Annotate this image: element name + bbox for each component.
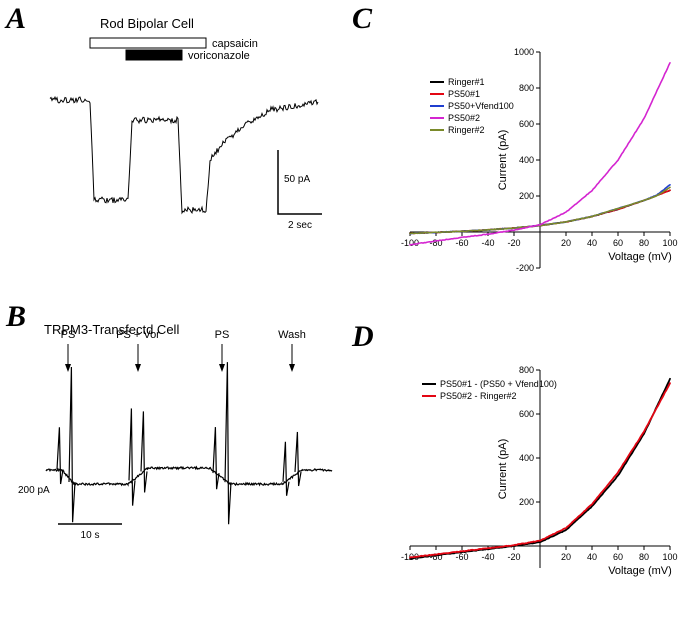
svg-text:20: 20 — [561, 552, 571, 562]
svg-text:PS: PS — [61, 329, 76, 341]
svg-text:60: 60 — [613, 238, 623, 248]
panel-b-svg: PS PS + Vor PS Wash 200 pA 10 s — [10, 300, 350, 600]
svg-text:-20: -20 — [507, 552, 520, 562]
panel-a-svg: capsaicinvoriconazole 50 pA 2 sec — [10, 0, 340, 240]
svg-text:PS50+Vfend100: PS50+Vfend100 — [448, 101, 514, 111]
svg-text:80: 80 — [639, 238, 649, 248]
svg-text:-40: -40 — [481, 552, 494, 562]
svg-text:60: 60 — [613, 552, 623, 562]
svg-text:PS50#2 - Ringer#2: PS50#2 - Ringer#2 — [440, 391, 517, 401]
svg-text:PS50#1 - (PS50 + Vfend100): PS50#1 - (PS50 + Vfend100) — [440, 379, 557, 389]
svg-text:voriconazole: voriconazole — [188, 50, 250, 62]
svg-text:100: 100 — [662, 552, 677, 562]
svg-text:Current (pA): Current (pA) — [497, 439, 509, 500]
svg-text:capsaicin: capsaicin — [212, 38, 258, 50]
svg-text:Wash: Wash — [278, 329, 306, 341]
panel-c-svg: -100 -80 -60 -40 -20 20 40 60 80 100 -200 200 400 600… — [360, 6, 690, 306]
svg-text:-20: -20 — [507, 238, 520, 248]
svg-text:200 pA: 200 pA — [18, 485, 50, 496]
figure-root: A B C D Rod Bipolar Cell capsaicinvorico… — [0, 0, 694, 626]
svg-text:800: 800 — [519, 83, 534, 93]
svg-text:10 s: 10 s — [81, 530, 100, 541]
svg-text:-100: -100 — [401, 238, 419, 248]
svg-text:1000: 1000 — [514, 47, 534, 57]
svg-text:PS: PS — [215, 329, 230, 341]
svg-text:20: 20 — [561, 238, 571, 248]
svg-text:40: 40 — [587, 238, 597, 248]
svg-text:-40: -40 — [481, 238, 494, 248]
svg-text:-200: -200 — [516, 263, 534, 273]
svg-text:Voltage (mV): Voltage (mV) — [608, 251, 672, 263]
svg-text:200: 200 — [519, 497, 534, 507]
svg-text:400: 400 — [519, 453, 534, 463]
svg-text:400: 400 — [519, 155, 534, 165]
svg-text:Voltage (mV): Voltage (mV) — [608, 565, 672, 577]
svg-text:200: 200 — [519, 191, 534, 201]
svg-text:-80: -80 — [429, 238, 442, 248]
svg-text:50 pA: 50 pA — [284, 174, 310, 185]
svg-text:Ringer#2: Ringer#2 — [448, 125, 485, 135]
svg-text:Ringer#1: Ringer#1 — [448, 77, 485, 87]
svg-text:Current (pA): Current (pA) — [497, 130, 509, 191]
svg-text:600: 600 — [519, 119, 534, 129]
svg-text:PS50#1: PS50#1 — [448, 89, 480, 99]
svg-text:100: 100 — [662, 238, 677, 248]
svg-text:40: 40 — [587, 552, 597, 562]
svg-text:PS + Vor: PS + Vor — [116, 329, 160, 341]
svg-text:PS50#2: PS50#2 — [448, 113, 480, 123]
svg-text:2 sec: 2 sec — [288, 220, 312, 231]
svg-text:800: 800 — [519, 365, 534, 375]
panel-d-svg: -100-80-60-40-2020406080100200400600800V… — [360, 326, 690, 626]
svg-text:-60: -60 — [455, 238, 468, 248]
svg-text:600: 600 — [519, 409, 534, 419]
svg-text:80: 80 — [639, 552, 649, 562]
